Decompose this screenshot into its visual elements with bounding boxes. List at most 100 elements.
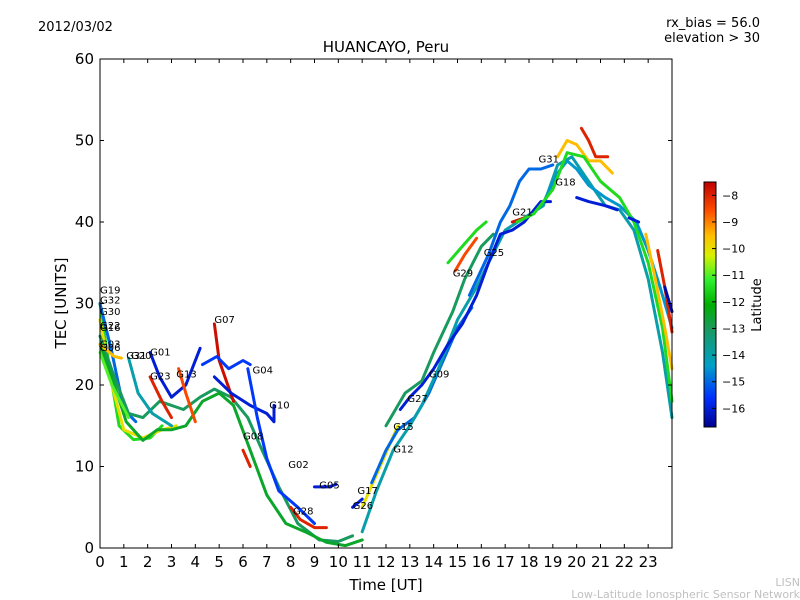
series-line-g11 [575, 196, 619, 212]
satellite-label: G31 [126, 351, 146, 362]
satellite-label: G12 [393, 445, 413, 456]
x-tick-label: 8 [286, 553, 296, 571]
satellite-label: G32 [100, 296, 120, 307]
y-tick-label: 40 [75, 213, 94, 231]
x-tick-label: 0 [95, 553, 105, 571]
colorbar-tick-label: −10 [722, 243, 745, 256]
chart-title: HUANCAYO, Peru [323, 38, 449, 56]
lisn-long: Low-Latitude Ionospheric Sensor Network [571, 588, 800, 600]
colorbar-tick-label: −13 [722, 322, 745, 335]
x-tick-label: 11 [353, 553, 372, 571]
colorbar-ticks: −8 −9 −10 −11 −12 −13 −14 −15 −16 [712, 189, 745, 415]
satellite-label: G19 [100, 286, 120, 297]
satellite-label: G03 [100, 340, 120, 351]
x-tick-label: 19 [543, 553, 562, 571]
lisn-short: LISN [775, 576, 800, 589]
y-tick-label: 50 [75, 132, 94, 150]
series-line-g24 [579, 126, 610, 159]
series-line-g10 [212, 375, 276, 424]
x-tick-label: 23 [639, 553, 658, 571]
y-tick-label: 0 [84, 539, 94, 557]
plot-frame [99, 58, 673, 549]
series-line-g35 [663, 285, 674, 314]
series-line-g28 [289, 505, 328, 530]
satellite-label: G09 [429, 370, 449, 381]
series-line-g31b [467, 163, 555, 297]
series-line-g05 [313, 482, 338, 489]
series-line-g13 [177, 367, 197, 424]
x-tick-label: 10 [329, 553, 348, 571]
satellite-label: G27 [407, 394, 427, 405]
satellite-label: G22 [100, 321, 120, 332]
satellite-label: G15 [393, 422, 413, 433]
series-line-g23 [148, 375, 173, 420]
x-tick-label: 22 [615, 553, 634, 571]
x-tick-label: 14 [424, 553, 443, 571]
satellite-label: G06 [100, 343, 120, 354]
x-tick-label: 21 [591, 553, 610, 571]
x-tick-label: 12 [376, 553, 395, 571]
satellite-label: G23 [150, 371, 170, 382]
series-line-g26 [351, 497, 364, 509]
series-line-g22 [98, 334, 355, 543]
x-tick-label: 2 [143, 553, 153, 571]
satellite-label: G16 [100, 323, 120, 334]
x-tick-label: 9 [310, 553, 320, 571]
satellite-label: G21 [512, 208, 532, 219]
x-tick-label: 20 [567, 553, 586, 571]
series-line-g02 [246, 367, 316, 525]
series-line-g14 [515, 151, 674, 403]
satellite-label: G04 [253, 366, 273, 377]
colorbar-tick-label: −8 [722, 189, 738, 202]
satellite-label: G17 [357, 486, 377, 497]
series-line-g25 [446, 220, 488, 265]
satellite-label: G25 [484, 248, 504, 259]
x-tick-label: 18 [519, 553, 538, 571]
series-line-g04 [201, 355, 252, 371]
satellite-label: G30 [100, 307, 120, 318]
colorbar-tick-label: −12 [722, 296, 745, 309]
satellite-label: G01 [150, 348, 170, 359]
colorbar [703, 181, 717, 428]
satellite-label: G05 [319, 481, 339, 492]
satellite-label: G13 [176, 370, 196, 381]
x-axis: 0 1 2 3 4 5 6 7 8 9 10 11 12 13 14 15 16 17 18 19 20 21 22 23 [95, 59, 658, 571]
y-tick-label: 60 [75, 50, 94, 68]
satellite-label: G18 [555, 177, 575, 188]
colorbar-tick-label: −14 [722, 349, 745, 362]
date-label: 2012/03/02 [38, 20, 113, 35]
y-tick-label: 10 [75, 458, 94, 476]
x-tick-label: 3 [167, 553, 177, 571]
series-line-g03 [98, 342, 123, 360]
satellite-label: G08 [243, 432, 263, 443]
x-tick-label: 6 [238, 553, 248, 571]
y-axis: 0 10 20 30 40 50 60 [75, 50, 672, 557]
series-layer [98, 126, 674, 548]
x-tick-label: 5 [214, 553, 224, 571]
satellite-label: G28 [293, 507, 313, 518]
series-line-g09 [384, 232, 495, 428]
y-tick-label: 30 [75, 295, 94, 313]
satellite-label: G31 [539, 155, 559, 166]
x-tick-label: 4 [191, 553, 201, 571]
satellite-label: G29 [453, 269, 473, 280]
satellite-label: G10 [269, 401, 289, 412]
x-tick-label: 17 [496, 553, 515, 571]
elevation-label: elevation > 30 [664, 31, 760, 46]
colorbar-tick-label: −16 [722, 402, 745, 415]
series-line-g11b [627, 216, 641, 224]
x-tick-label: 15 [448, 553, 467, 571]
rx-bias-label: rx_bias = 56.0 [666, 16, 760, 31]
colorbar-tick-label: −11 [722, 269, 745, 282]
series-line-g20 [556, 139, 614, 175]
colorbar-tick-label: −15 [722, 376, 745, 389]
series-line-g08 [241, 448, 252, 468]
series-line-g31 [127, 356, 173, 428]
series-line-g32 [98, 302, 138, 424]
x-tick-label: 16 [472, 553, 491, 571]
series-line-g01 [148, 346, 202, 399]
y-axis-label: TEC [UNITS] [52, 258, 70, 350]
satellite-label: G20 [131, 351, 151, 362]
colorbar-tick-label: −9 [722, 216, 738, 229]
